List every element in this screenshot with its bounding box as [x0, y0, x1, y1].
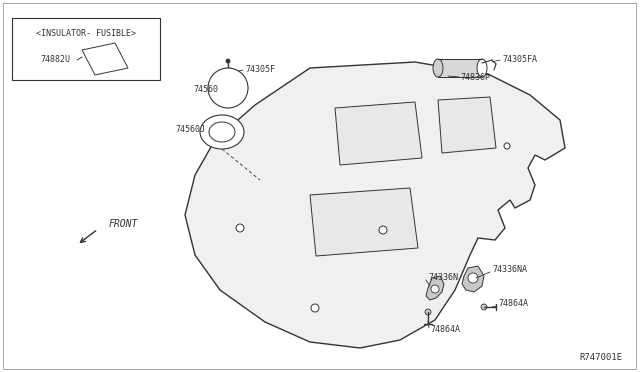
Ellipse shape [209, 122, 235, 142]
Text: 74560: 74560 [193, 86, 218, 94]
Circle shape [425, 309, 431, 315]
Circle shape [504, 143, 510, 149]
Circle shape [311, 304, 319, 312]
Polygon shape [185, 62, 565, 348]
Circle shape [208, 68, 248, 108]
Text: 74882U: 74882U [40, 55, 70, 64]
Polygon shape [82, 43, 128, 75]
Text: 74336NA: 74336NA [492, 266, 527, 275]
Text: 74305F: 74305F [245, 65, 275, 74]
FancyBboxPatch shape [438, 59, 482, 77]
Circle shape [431, 285, 439, 293]
Circle shape [379, 226, 387, 234]
Ellipse shape [200, 115, 244, 149]
Text: 74336N: 74336N [428, 273, 458, 282]
Text: 74836P: 74836P [460, 73, 490, 81]
Text: FRONT: FRONT [109, 219, 138, 229]
Text: R747001E: R747001E [579, 353, 622, 362]
Polygon shape [310, 188, 418, 256]
Text: 74864A: 74864A [498, 299, 528, 308]
Circle shape [468, 273, 478, 283]
Bar [12, 18, 160, 80]
Circle shape [236, 224, 244, 232]
Text: <INSULATOR- FUSIBLE>: <INSULATOR- FUSIBLE> [36, 29, 136, 38]
Polygon shape [335, 102, 422, 165]
Circle shape [481, 304, 487, 310]
Text: 74305FA: 74305FA [502, 55, 537, 64]
Text: 74560J: 74560J [175, 125, 205, 135]
Polygon shape [426, 276, 444, 300]
Polygon shape [438, 97, 496, 153]
Circle shape [226, 59, 230, 63]
Polygon shape [462, 266, 484, 292]
Text: 74864A: 74864A [430, 326, 460, 334]
Ellipse shape [477, 59, 487, 77]
Ellipse shape [433, 59, 443, 77]
